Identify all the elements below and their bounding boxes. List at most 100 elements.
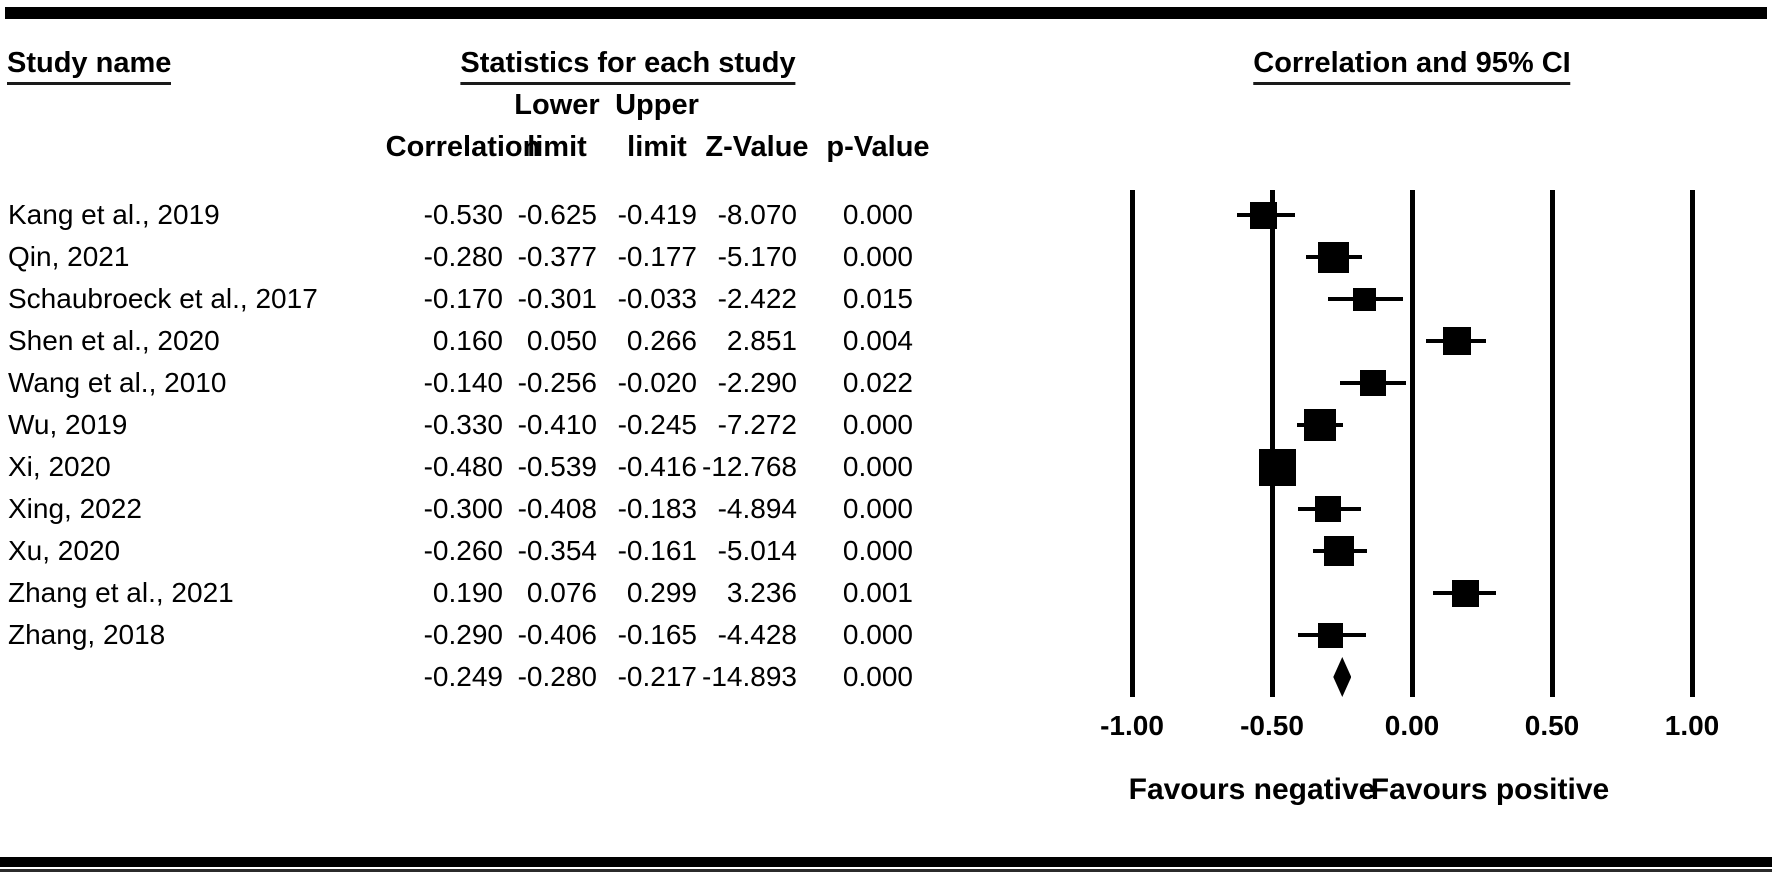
gridline--0.50 xyxy=(1269,190,1275,697)
study-name-header: Study name xyxy=(7,48,172,85)
study-marker xyxy=(1359,370,1386,396)
study-name: Xing, 2022 xyxy=(8,493,142,524)
z-value: 2.851 xyxy=(726,325,797,356)
lower-limit-value: -0.377 xyxy=(517,241,597,272)
upper-limit-value: -0.419 xyxy=(617,199,697,230)
study-marker xyxy=(1259,448,1297,486)
correlation-value: 0.160 xyxy=(432,325,503,356)
upper-limit-value: 0.266 xyxy=(626,325,697,356)
p-value: 0.015 xyxy=(842,283,913,314)
study-name: Wu, 2019 xyxy=(8,409,128,440)
correlation-value: -0.280 xyxy=(423,241,503,272)
p-value: 0.022 xyxy=(842,367,913,398)
upper-limit-value: -0.177 xyxy=(617,241,697,272)
top-border-rule xyxy=(5,7,1767,19)
p-value: 0.001 xyxy=(842,577,913,608)
z-value: -4.428 xyxy=(717,619,797,650)
axis-tick-label: 0.00 xyxy=(1384,710,1440,741)
lower-limit-value: -0.280 xyxy=(517,661,597,692)
lower-limit-value: -0.625 xyxy=(517,199,597,230)
lower-limit-value: -0.406 xyxy=(517,619,597,650)
p-value: 0.004 xyxy=(842,325,913,356)
z-value: -12.768 xyxy=(702,451,797,482)
axis-tick-label: -1.00 xyxy=(1100,710,1164,741)
lower-limit-value: -0.256 xyxy=(517,367,597,398)
z-value: -5.014 xyxy=(717,535,797,566)
lower-limit-value: -0.301 xyxy=(517,283,597,314)
correlation-value: -0.140 xyxy=(423,367,503,398)
z-value: -5.170 xyxy=(717,241,797,272)
study-name: Shen et al., 2020 xyxy=(8,325,220,356)
axis-tick-label: 0.50 xyxy=(1524,710,1580,741)
gridline-1.00 xyxy=(1689,190,1695,697)
study-marker xyxy=(1315,496,1341,522)
correlation-value: 0.190 xyxy=(432,577,503,608)
upper-limit-value: -0.165 xyxy=(617,619,697,650)
study-marker xyxy=(1451,579,1479,607)
upper-limit-value: -0.245 xyxy=(617,409,697,440)
study-marker xyxy=(1250,201,1278,229)
column-header-lower-limit: Lower limit xyxy=(514,89,600,163)
upper-limit-value: -0.161 xyxy=(617,535,697,566)
column-header-upper-limit: Upper limit xyxy=(615,89,699,163)
upper-limit-value: -0.020 xyxy=(617,367,697,398)
plot-header: Correlation and 95% CI xyxy=(1253,48,1571,85)
z-value: -7.272 xyxy=(717,409,797,440)
upper-limit-value: -0.183 xyxy=(617,493,697,524)
lower-limit-value: -0.539 xyxy=(517,451,597,482)
study-marker xyxy=(1324,536,1355,566)
gridline--1.00 xyxy=(1129,190,1135,697)
z-value: 3.236 xyxy=(726,577,797,608)
correlation-value: -0.249 xyxy=(423,661,503,692)
lower-limit-value: -0.408 xyxy=(517,493,597,524)
upper-limit-value: 0.299 xyxy=(626,577,697,608)
p-value: 0.000 xyxy=(842,661,913,692)
correlation-value: -0.170 xyxy=(423,283,503,314)
lower-limit-value: 0.076 xyxy=(526,577,597,608)
p-value: 0.000 xyxy=(842,241,913,272)
study-marker xyxy=(1318,622,1344,648)
study-marker xyxy=(1303,409,1336,441)
study-marker xyxy=(1442,327,1471,355)
study-marker xyxy=(1318,241,1350,273)
gridline-0.00 xyxy=(1409,190,1415,697)
p-value: 0.000 xyxy=(842,409,913,440)
study-name: Xu, 2020 xyxy=(8,535,121,566)
favours-negative-label: Favours negative xyxy=(1128,773,1376,806)
axis-tick-label: -0.50 xyxy=(1240,710,1304,741)
gridline-0.50 xyxy=(1549,190,1555,697)
lower-limit-value: -0.354 xyxy=(517,535,597,566)
upper-limit-value: -0.033 xyxy=(617,283,697,314)
study-name: Qin, 2021 xyxy=(8,241,130,272)
p-value: 0.000 xyxy=(842,535,913,566)
column-header-correlation: Correlation xyxy=(385,131,541,163)
correlation-value: -0.300 xyxy=(423,493,503,524)
z-value: -2.290 xyxy=(717,367,797,398)
upper-limit-value: -0.416 xyxy=(617,451,697,482)
axis-tick-label: 1.00 xyxy=(1664,710,1720,741)
study-name: Zhang et al., 2021 xyxy=(8,577,234,608)
study-name: Schaubroeck et al., 2017 xyxy=(8,283,318,314)
bottom-border-rule xyxy=(0,857,1772,867)
correlation-value: -0.530 xyxy=(423,199,503,230)
upper-limit-value: -0.217 xyxy=(617,661,697,692)
z-value: -2.422 xyxy=(717,283,797,314)
favours-positive-label: Favours positive xyxy=(1370,773,1610,806)
study-name: Zhang, 2018 xyxy=(8,619,166,650)
correlation-value: -0.290 xyxy=(423,619,503,650)
lower-limit-value: 0.050 xyxy=(526,325,597,356)
statistics-header: Statistics for each study xyxy=(460,48,796,85)
p-value: 0.000 xyxy=(842,451,913,482)
study-name: Wang et al., 2010 xyxy=(8,367,227,398)
study-marker xyxy=(1352,287,1376,311)
z-value: -4.894 xyxy=(717,493,797,524)
summary-diamond xyxy=(1333,657,1352,697)
correlation-value: -0.330 xyxy=(423,409,503,440)
p-value: 0.000 xyxy=(842,199,913,230)
study-name: Kang et al., 2019 xyxy=(8,199,220,230)
column-header-z-value: Z-Value xyxy=(705,131,809,163)
z-value: -14.893 xyxy=(702,661,797,692)
z-value: -8.070 xyxy=(717,199,797,230)
p-value: 0.000 xyxy=(842,493,913,524)
